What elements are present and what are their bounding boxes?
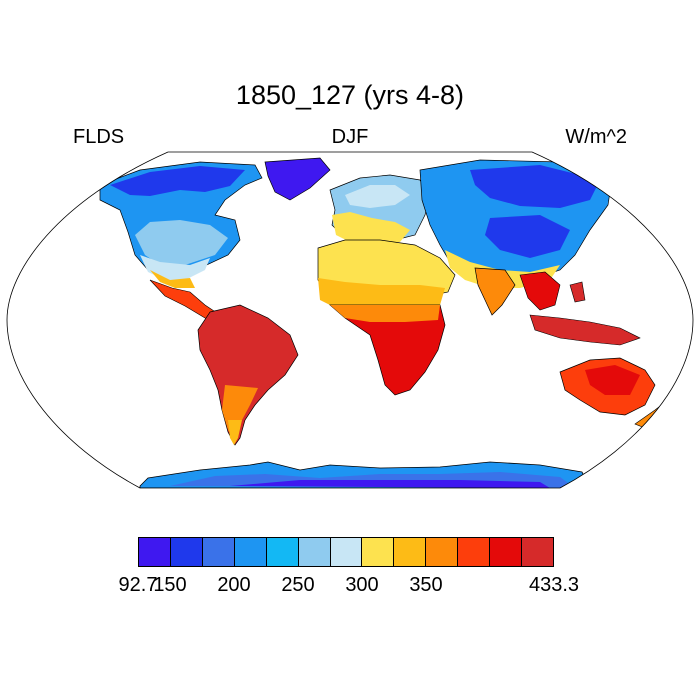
colorbar-swatch (139, 538, 171, 566)
antarctica (139, 461, 591, 488)
southeast-asia (519, 271, 641, 346)
colorbar-tick-label: 150 (153, 574, 187, 596)
colorbar-swatch (266, 538, 299, 566)
europe (329, 174, 431, 245)
colorbar-swatch (522, 538, 553, 566)
colorbar (138, 537, 554, 567)
colorbar-tick-label: 92.7 (118, 574, 158, 596)
greenland (264, 157, 331, 201)
colorbar-swatch (202, 538, 235, 566)
india (474, 267, 516, 316)
colorbar-swatch (394, 538, 427, 566)
colorbar-swatch (234, 538, 267, 566)
colorbar-swatch (362, 538, 395, 566)
colorbar-swatch (330, 538, 363, 566)
colorbar-swatch (426, 538, 459, 566)
colorbar-tick-label: 200 (217, 574, 251, 596)
map-boundary (6, 151, 694, 489)
colorbar-tick-label: 433.3 (528, 574, 580, 596)
plot-title: 1850_127 (yrs 4-8) (235, 80, 465, 110)
central-africa (329, 304, 446, 396)
colorbar-swatch (170, 538, 203, 566)
colorbar-tick-label: 300 (345, 574, 379, 596)
colorbar-swatch (458, 538, 491, 566)
units-label: W/m^2 (565, 126, 627, 148)
asia (419, 159, 613, 288)
colorbar-tick-label: 350 (409, 574, 443, 596)
variable-label: FLDS (73, 126, 125, 148)
south-america (197, 304, 299, 446)
north-africa (317, 239, 456, 312)
season-label: DJF (331, 126, 369, 148)
colorbar-swatch (298, 538, 331, 566)
colorbar-swatch (490, 538, 523, 566)
colorbar-tick-label: 250 (281, 574, 315, 596)
north-america (99, 161, 263, 288)
australia (559, 357, 656, 416)
